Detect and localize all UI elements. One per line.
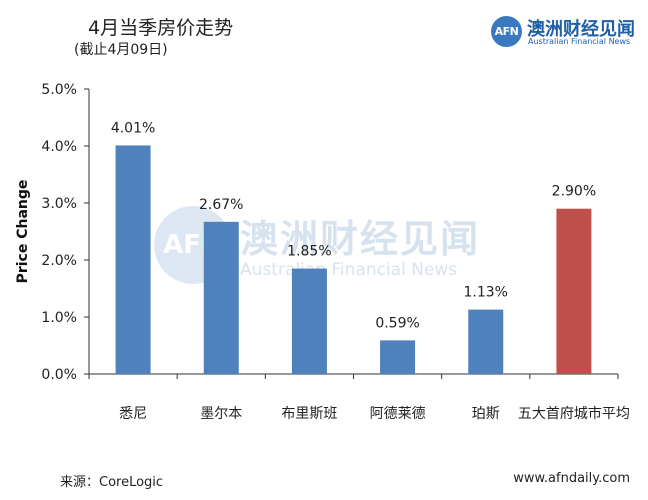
y-tick-label: 4.0% <box>41 139 77 155</box>
page-subtitle: (截止4月09日) <box>74 42 168 58</box>
bar <box>468 309 504 374</box>
y-tick-label: 3.0% <box>41 196 77 212</box>
brand-logo-block: AFN 澳洲财经见闻 Australian Financial News <box>491 16 641 48</box>
bar <box>203 221 239 374</box>
afn-logo-icon: AFN <box>491 16 522 47</box>
x-tick-label: 阿德莱德 <box>370 406 426 422</box>
bar <box>380 340 416 374</box>
y-axis-title: Price Change <box>15 180 31 284</box>
website-url: www.afndaily.com <box>513 471 630 486</box>
data-label: 0.59% <box>375 315 419 331</box>
brand-subtitle: Australian Financial News <box>528 37 631 46</box>
data-label: 2.67% <box>199 197 243 213</box>
data-label: 2.90% <box>552 184 596 200</box>
y-tick-label: 2.0% <box>41 253 77 269</box>
y-tick-label: 1.0% <box>41 310 77 326</box>
x-tick-label: 悉尼 <box>119 406 147 422</box>
y-tick-label: 0.0% <box>41 367 77 383</box>
x-tick-label: 墨尔本 <box>200 406 242 422</box>
x-tick-label: 珀斯 <box>472 406 500 422</box>
source-note: 来源：CoreLogic <box>60 475 164 490</box>
x-tick-label: 五大首府城市平均 <box>518 405 630 422</box>
data-label: 1.13% <box>464 285 508 301</box>
bar <box>556 208 592 374</box>
brand-name: 澳洲财经见闻 <box>527 19 635 40</box>
page-title: 4月当季房价走势 <box>88 17 234 39</box>
bar <box>115 145 151 374</box>
x-tick-label: 布里斯班 <box>281 406 337 422</box>
y-tick-label: 5.0% <box>41 82 77 98</box>
data-label: 1.85% <box>287 244 331 260</box>
bar <box>291 268 327 374</box>
data-label: 4.01% <box>111 120 155 136</box>
